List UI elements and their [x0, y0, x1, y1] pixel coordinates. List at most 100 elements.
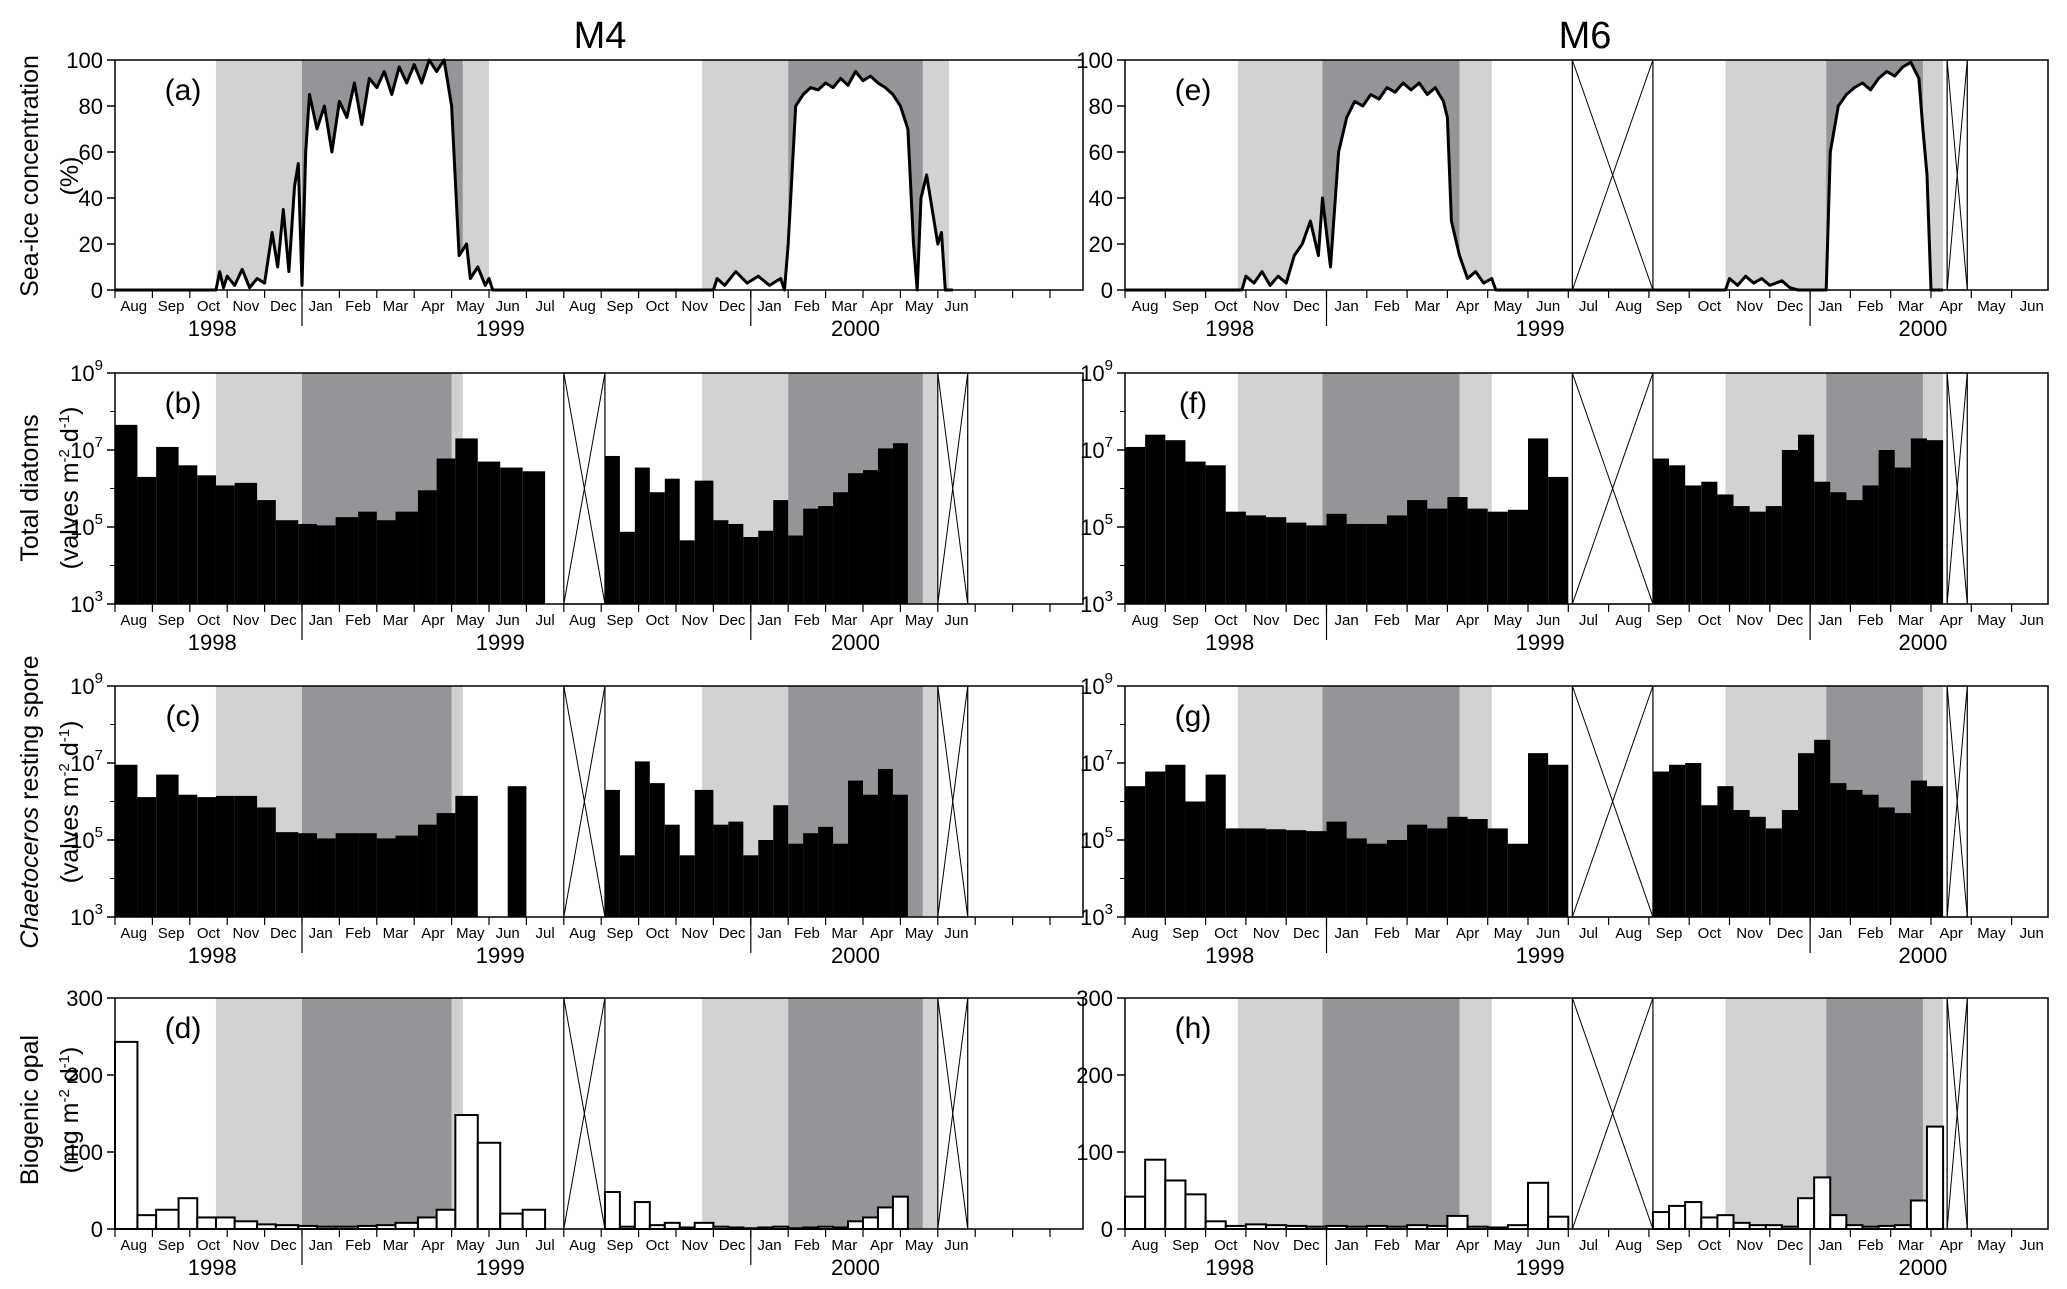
month-label: Aug — [569, 612, 596, 629]
bar — [1765, 506, 1782, 604]
bar — [1165, 440, 1186, 604]
year-label: 1999 — [1516, 316, 1565, 341]
month-label: Jan — [1335, 925, 1359, 942]
bar — [1910, 438, 1927, 604]
bar — [803, 508, 819, 604]
month-label: Aug — [1615, 612, 1642, 629]
year-label: 2000 — [831, 1255, 880, 1280]
bar — [1407, 824, 1428, 917]
ylabel-d-part1: (mg m — [56, 1103, 84, 1174]
month-label: Dec — [1293, 1237, 1320, 1254]
year-label: 1999 — [476, 316, 525, 341]
month-label: May — [1977, 1237, 2006, 1254]
bar — [436, 458, 456, 604]
bar — [818, 506, 834, 604]
bar — [1407, 500, 1428, 604]
bar — [115, 764, 138, 917]
month-label: Nov — [681, 1237, 708, 1254]
gap-cross — [1571, 997, 1654, 1230]
bar — [1749, 816, 1766, 917]
y-tick-exponent: 5 — [95, 511, 103, 528]
bar — [521, 1208, 547, 1230]
bar — [679, 855, 695, 917]
month-label: May — [905, 1237, 934, 1254]
month-label: Dec — [719, 925, 746, 942]
bar — [115, 424, 138, 604]
bar — [773, 500, 789, 604]
month-label: Apr — [1456, 298, 1479, 315]
y-tick-label: 103 — [1080, 901, 1113, 930]
shade-dark — [302, 998, 452, 1229]
bar — [1894, 467, 1911, 604]
month-label: May — [1494, 612, 1523, 629]
y-tick-label: 105 — [70, 511, 103, 540]
month-label: Mar — [831, 925, 857, 942]
month-label: May — [456, 925, 485, 942]
bar — [376, 838, 396, 917]
bar — [1894, 813, 1911, 917]
panels: 0 20 40 60 80 100 Aug Sep Oct Nov Dec Jan Feb Mar Apr M… — [66, 48, 2049, 1280]
month-label: Sep — [1656, 925, 1683, 942]
bar — [619, 855, 635, 917]
ylabel-a-line1: Sea-ice concentration — [16, 55, 44, 297]
bar — [743, 536, 759, 604]
y-tick-exponent: 9 — [95, 670, 103, 687]
month-label: Apr — [1456, 1237, 1479, 1254]
panel-b: 103 105 107 109 Aug Sep Oct Nov Dec Jan Feb Mar Apr M… — [70, 357, 1084, 655]
bar — [197, 797, 216, 917]
y-tick-exponent: 7 — [1105, 434, 1113, 451]
bar — [1925, 1125, 1945, 1230]
month-label: Dec — [719, 298, 746, 315]
year-label: 1999 — [476, 1255, 525, 1280]
gap-cross — [563, 685, 606, 918]
bar — [1732, 1221, 1751, 1230]
bar — [694, 789, 714, 917]
month-label: Jul — [1579, 1237, 1598, 1254]
bar — [1652, 771, 1670, 917]
month-label: Jan — [1335, 1237, 1359, 1254]
y-tick-label: 103 — [1080, 588, 1113, 617]
month-label: Oct — [1698, 1237, 1722, 1254]
bar — [1717, 494, 1734, 604]
y-tick-label: 40 — [79, 186, 103, 211]
month-label: Aug — [1615, 298, 1642, 315]
bar — [663, 1221, 681, 1230]
bar — [156, 774, 179, 917]
ice-area — [115, 60, 953, 290]
y-tick-label: 300 — [66, 986, 103, 1011]
panel-letter: (f) — [1179, 387, 1207, 420]
year-label: 2000 — [1898, 316, 1947, 341]
bar — [257, 807, 276, 917]
year-label: 1999 — [1516, 943, 1565, 968]
bar — [863, 470, 878, 604]
bar — [633, 1201, 651, 1231]
gap-cross — [1571, 372, 1654, 605]
month-label: Oct — [197, 612, 221, 629]
bar — [215, 795, 235, 917]
bar — [197, 475, 216, 604]
bar — [1765, 828, 1782, 917]
bar — [1245, 515, 1267, 604]
axes-frame — [1124, 997, 2049, 1230]
month-label: Mar — [383, 925, 409, 942]
month-label: Feb — [1858, 612, 1884, 629]
bar — [335, 833, 359, 917]
bar — [1749, 511, 1766, 604]
bar — [1225, 828, 1246, 917]
bar — [743, 855, 759, 917]
y-tick-label: 60 — [79, 140, 103, 165]
bar — [694, 480, 714, 604]
month-label: Sep — [158, 612, 185, 629]
bar — [818, 826, 834, 917]
month-label: May — [1494, 1237, 1523, 1254]
bar — [877, 448, 893, 604]
bar — [1733, 506, 1750, 604]
panel-e: 0 20 40 60 80 100 Aug Sep Oct Nov Dec Jan Feb Mar Apr M… — [1076, 48, 2049, 341]
month-label: Jul — [536, 925, 555, 942]
month-label: Dec — [1293, 298, 1320, 315]
bar — [1165, 764, 1186, 917]
bar — [728, 523, 744, 604]
y-tick-label: 107 — [70, 434, 103, 463]
bar — [233, 1220, 259, 1231]
y-tick-exponent: 5 — [1105, 824, 1113, 841]
